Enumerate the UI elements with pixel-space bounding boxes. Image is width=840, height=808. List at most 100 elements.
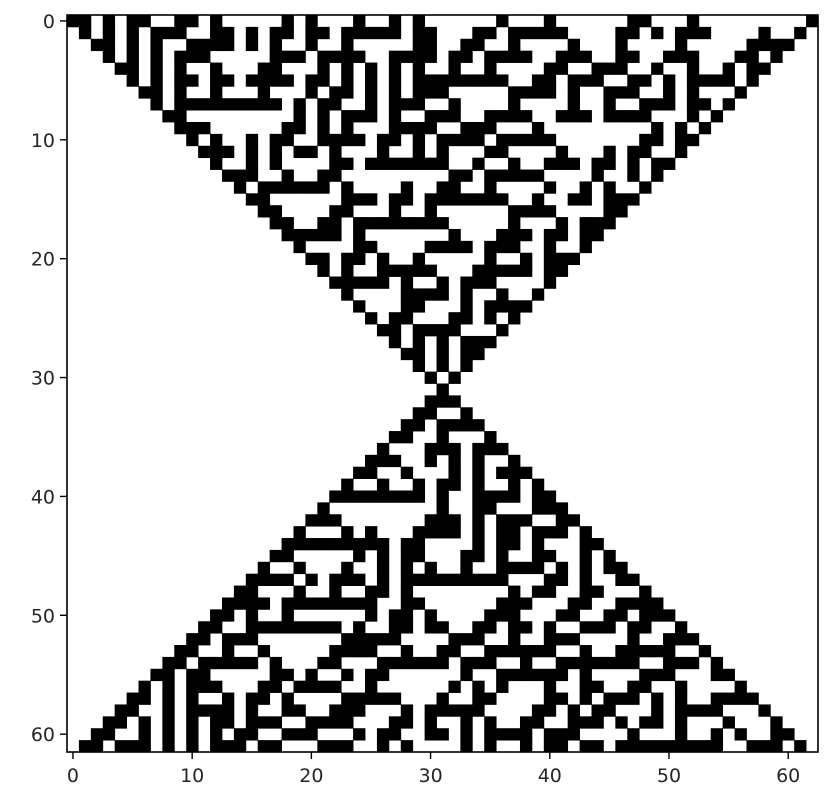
cell bbox=[388, 454, 402, 468]
cell bbox=[436, 133, 449, 147]
cell bbox=[555, 26, 569, 40]
cell bbox=[436, 359, 449, 373]
cell bbox=[543, 585, 557, 598]
cell bbox=[472, 466, 485, 479]
cell bbox=[150, 86, 163, 99]
cell bbox=[388, 621, 402, 634]
cell bbox=[269, 716, 282, 729]
cell bbox=[651, 133, 664, 147]
cell bbox=[400, 561, 414, 575]
cell bbox=[376, 490, 390, 503]
cell bbox=[436, 431, 449, 444]
cell bbox=[508, 312, 521, 325]
cell bbox=[579, 680, 592, 693]
cell bbox=[567, 50, 580, 63]
cell bbox=[567, 656, 580, 670]
cell bbox=[674, 704, 688, 717]
cell bbox=[412, 252, 426, 266]
cell bbox=[126, 15, 139, 28]
cell bbox=[674, 728, 688, 741]
cell bbox=[651, 716, 664, 729]
cell bbox=[329, 597, 342, 610]
cell bbox=[353, 466, 366, 479]
cell bbox=[519, 133, 533, 147]
cell bbox=[448, 110, 461, 123]
cell bbox=[388, 633, 402, 646]
cell bbox=[519, 514, 533, 527]
cell bbox=[460, 740, 473, 753]
cell bbox=[365, 98, 378, 111]
cell bbox=[329, 98, 342, 111]
cell bbox=[519, 264, 533, 277]
cell bbox=[376, 656, 390, 670]
cell bbox=[663, 668, 676, 682]
cell bbox=[329, 133, 342, 147]
cell bbox=[436, 395, 449, 408]
cell bbox=[698, 98, 712, 111]
cell bbox=[710, 668, 724, 682]
cell bbox=[436, 324, 449, 337]
cell bbox=[770, 716, 783, 729]
cell bbox=[281, 228, 294, 242]
cell bbox=[305, 621, 318, 634]
cell bbox=[365, 526, 378, 539]
cell bbox=[496, 514, 509, 527]
cell bbox=[210, 656, 223, 670]
cell bbox=[186, 668, 199, 682]
cell bbox=[376, 549, 390, 563]
cell bbox=[388, 62, 402, 75]
cell bbox=[198, 50, 211, 63]
cell bbox=[424, 704, 437, 717]
cell bbox=[293, 50, 306, 63]
cell bbox=[388, 110, 402, 123]
cell bbox=[686, 98, 700, 111]
cell bbox=[424, 110, 437, 123]
cell bbox=[531, 121, 545, 135]
cell bbox=[460, 549, 473, 563]
cell bbox=[281, 50, 294, 63]
cell bbox=[555, 228, 569, 242]
cell bbox=[424, 716, 437, 729]
cell bbox=[543, 573, 557, 586]
cell bbox=[162, 728, 175, 741]
cell bbox=[639, 110, 652, 123]
cell bbox=[484, 300, 497, 313]
cell bbox=[591, 680, 604, 693]
cell bbox=[388, 656, 402, 670]
cell bbox=[674, 716, 688, 729]
cell bbox=[353, 621, 366, 634]
cell bbox=[353, 645, 366, 658]
cell bbox=[615, 50, 628, 63]
cell bbox=[329, 621, 342, 634]
cell bbox=[603, 62, 616, 75]
cell bbox=[376, 264, 390, 277]
cell bbox=[579, 228, 592, 242]
cell bbox=[758, 26, 771, 40]
cell bbox=[400, 193, 414, 206]
cell bbox=[400, 585, 414, 598]
cell bbox=[126, 50, 139, 63]
cell bbox=[639, 716, 652, 729]
cell bbox=[317, 514, 330, 527]
cell bbox=[674, 50, 688, 63]
cell bbox=[519, 86, 533, 99]
cell bbox=[591, 716, 604, 729]
cell bbox=[567, 86, 580, 99]
cell bbox=[484, 121, 497, 135]
cell bbox=[579, 110, 592, 123]
cell bbox=[686, 86, 700, 99]
cell bbox=[615, 645, 628, 658]
cell bbox=[317, 26, 330, 40]
cell bbox=[353, 228, 366, 242]
cell bbox=[400, 300, 414, 313]
cell bbox=[186, 645, 199, 658]
cell bbox=[269, 38, 282, 52]
cell bbox=[436, 728, 449, 741]
cell bbox=[496, 288, 509, 301]
cell bbox=[126, 74, 139, 87]
cell bbox=[365, 490, 378, 503]
cell bbox=[627, 597, 640, 610]
cell bbox=[543, 264, 557, 277]
cell bbox=[305, 680, 318, 693]
